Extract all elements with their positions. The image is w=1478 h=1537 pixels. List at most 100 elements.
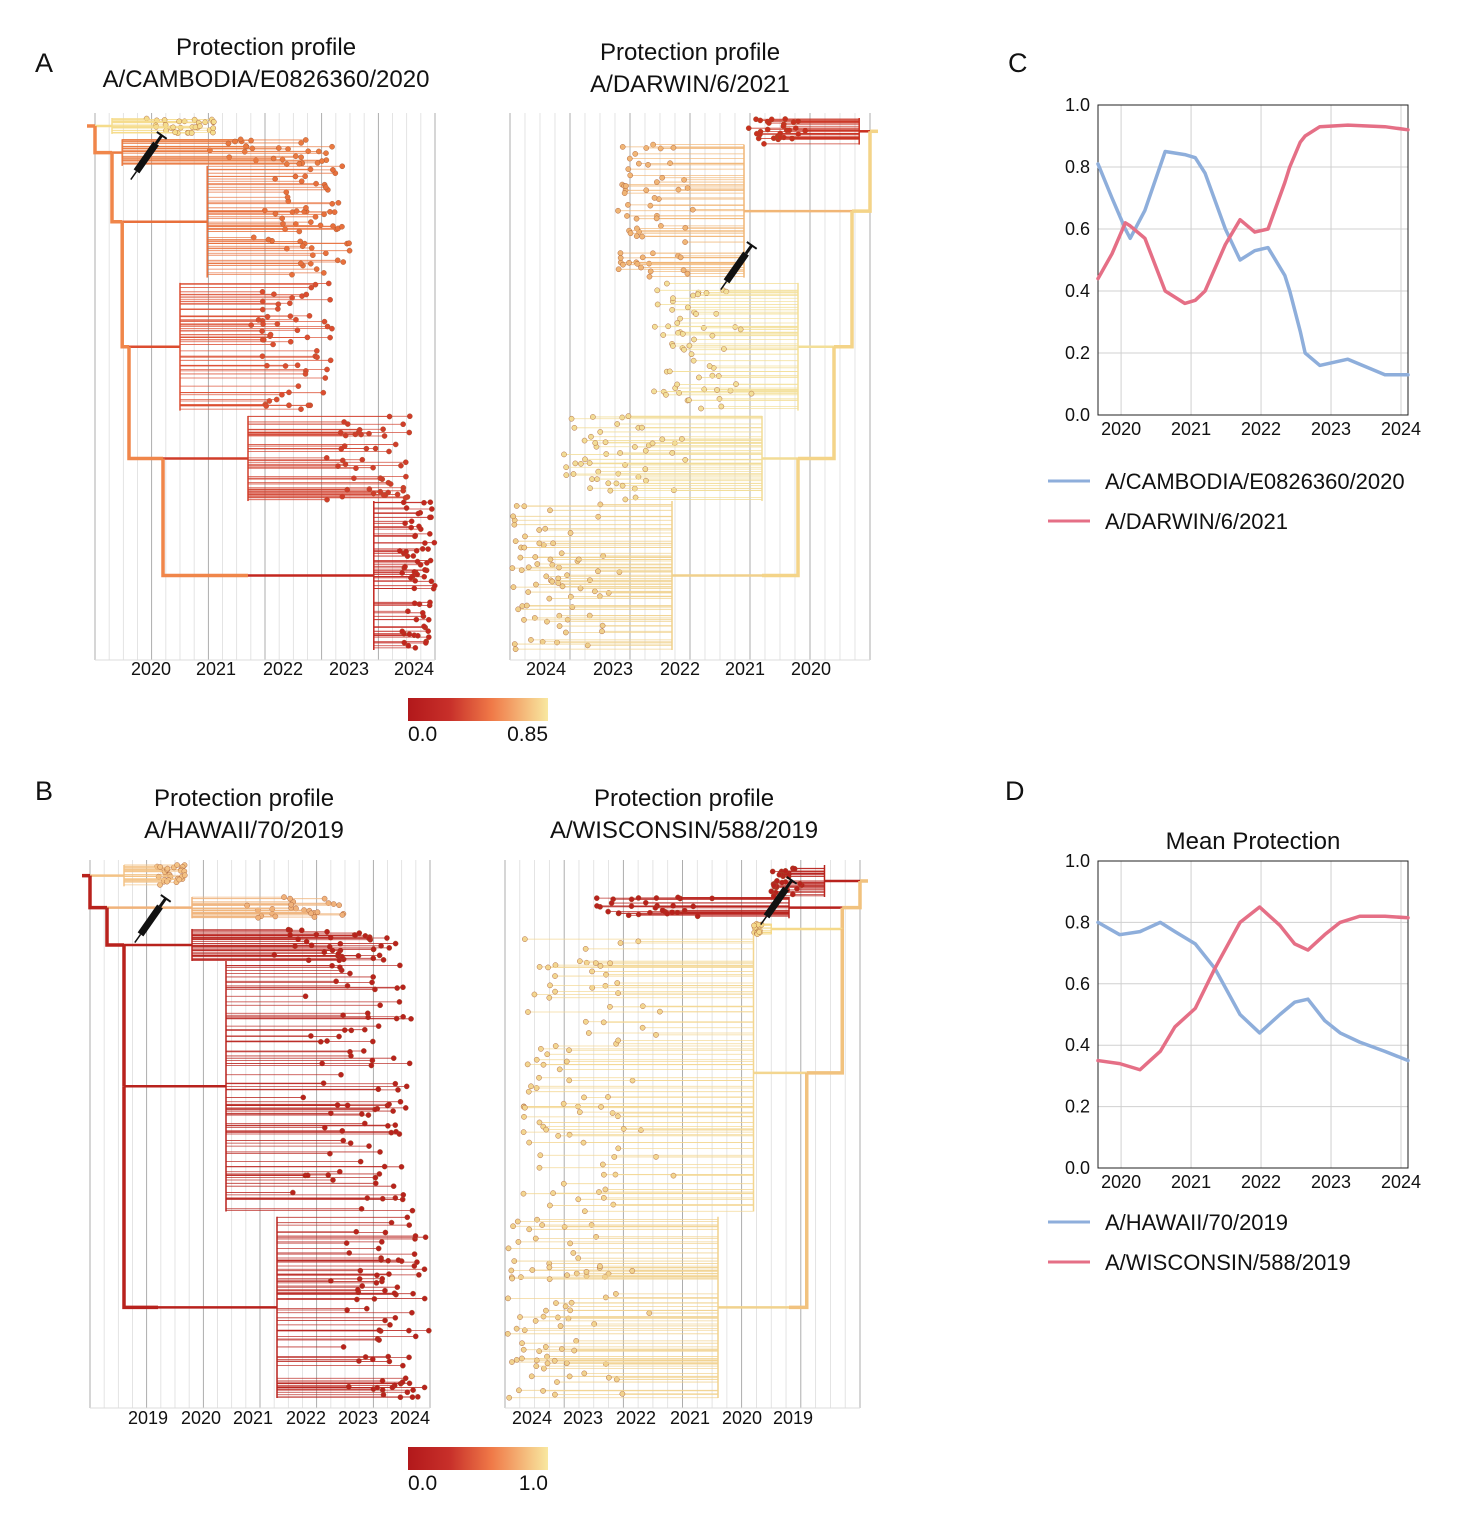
tree-tip xyxy=(321,211,327,218)
tree-tip xyxy=(526,1139,532,1146)
tree-tip xyxy=(409,1309,415,1316)
tree-tip xyxy=(723,288,730,295)
tree-tip xyxy=(542,525,549,532)
x-tick-label: 2020 xyxy=(1101,1172,1141,1192)
tree-tip xyxy=(590,414,596,420)
y-tick-label: 0.2 xyxy=(1065,343,1090,363)
tree-tip xyxy=(331,209,338,215)
tree-tip xyxy=(681,346,687,353)
tree-tip xyxy=(286,402,292,409)
x-tick-label: 2021 xyxy=(1171,1172,1211,1192)
tree-tip xyxy=(520,1129,527,1135)
tree-tip xyxy=(552,1043,559,1049)
tree-tip xyxy=(632,151,639,157)
tree-tip xyxy=(536,1119,543,1126)
tree-tip xyxy=(624,213,630,219)
tree-tip xyxy=(638,264,644,271)
tree-tip xyxy=(401,639,408,646)
tree-tip xyxy=(338,1071,344,1078)
tree-tip xyxy=(321,895,328,902)
tree-tip xyxy=(330,901,337,907)
tree-tip xyxy=(284,194,291,201)
tree-trunk xyxy=(762,458,800,578)
tree-tip xyxy=(572,460,579,467)
tree-tip xyxy=(513,1357,520,1363)
tree-tip xyxy=(674,381,680,388)
tree-tip xyxy=(510,584,517,590)
tree-tip xyxy=(321,318,328,325)
tree-tip xyxy=(410,1387,416,1393)
tree-tip xyxy=(546,1276,553,1282)
tree-tip xyxy=(342,432,349,439)
tree-tip xyxy=(547,507,553,514)
tree-tip xyxy=(756,929,763,935)
tree-tip xyxy=(388,1219,395,1226)
tree-tip xyxy=(382,1317,388,1324)
tree-tip xyxy=(524,1061,531,1068)
tree-tip xyxy=(519,1340,525,1347)
tree-tip xyxy=(400,1362,406,1369)
tree-tip xyxy=(346,1250,353,1256)
tree-axis-label: 2021 xyxy=(670,1408,710,1428)
tree-tip xyxy=(323,250,329,257)
tree-tip xyxy=(358,1206,365,1212)
tree-axis-label: 2022 xyxy=(616,1408,656,1428)
tree-tip xyxy=(412,1333,419,1340)
tree-tip xyxy=(651,195,658,201)
tree-tip xyxy=(675,186,682,193)
tree-tip xyxy=(546,595,553,602)
tree-tip xyxy=(293,316,299,323)
tree-tip xyxy=(587,485,593,492)
tree-axis-label: 2020 xyxy=(131,659,171,679)
tree-tip xyxy=(259,336,266,343)
tree-tip xyxy=(521,544,528,551)
tree-tip xyxy=(397,1098,404,1105)
tree-tip xyxy=(412,1233,419,1239)
y-tick-label: 0.0 xyxy=(1065,1158,1090,1178)
tree-tip xyxy=(275,301,282,308)
tree-tip xyxy=(330,223,336,229)
tree-tip xyxy=(525,1088,532,1095)
tree-axis-label: 2021 xyxy=(725,659,765,679)
tree-tip xyxy=(390,1183,397,1189)
tree-tip xyxy=(369,979,375,986)
tree-tip xyxy=(303,291,310,298)
tree-tip xyxy=(393,1128,399,1135)
tree-tip xyxy=(267,331,274,338)
tree-tip xyxy=(638,1127,644,1133)
tree-tip xyxy=(426,1327,432,1334)
tree-tip xyxy=(406,1060,413,1067)
tree-tip xyxy=(428,578,435,585)
tree-tip xyxy=(680,267,687,274)
tree-tip xyxy=(285,146,291,152)
tree-tip xyxy=(402,459,409,466)
tree-tip xyxy=(663,392,669,398)
tree-tip xyxy=(305,957,312,964)
tree-tip xyxy=(595,468,602,475)
tree-tip xyxy=(330,1177,336,1183)
tree-tip xyxy=(560,1180,567,1187)
tree-tip xyxy=(521,1114,527,1120)
tree-tip xyxy=(627,230,634,237)
tree-trunk xyxy=(110,152,123,224)
tree-tip xyxy=(665,323,672,330)
tree-tip xyxy=(353,465,359,472)
tree-tip xyxy=(391,1290,398,1296)
tree-tip xyxy=(232,138,238,145)
syringe xyxy=(760,876,798,926)
tree-axis-label: 2024 xyxy=(512,1408,552,1428)
tree-tip xyxy=(520,1190,527,1197)
tree-tip xyxy=(651,388,657,395)
tree-tip xyxy=(302,173,308,180)
tree-tip xyxy=(632,494,639,501)
tree-tip xyxy=(398,1258,405,1264)
tree-tip xyxy=(670,1172,677,1179)
tree-tip xyxy=(336,1033,342,1040)
tree-tip xyxy=(355,1286,361,1293)
tree-tip xyxy=(674,320,681,326)
tree-tip xyxy=(181,872,188,879)
tree-tip xyxy=(272,210,279,217)
tree-tip xyxy=(589,476,595,482)
legend-label: A/WISCONSIN/588/2019 xyxy=(1105,1250,1351,1275)
tree-tip xyxy=(602,982,609,989)
